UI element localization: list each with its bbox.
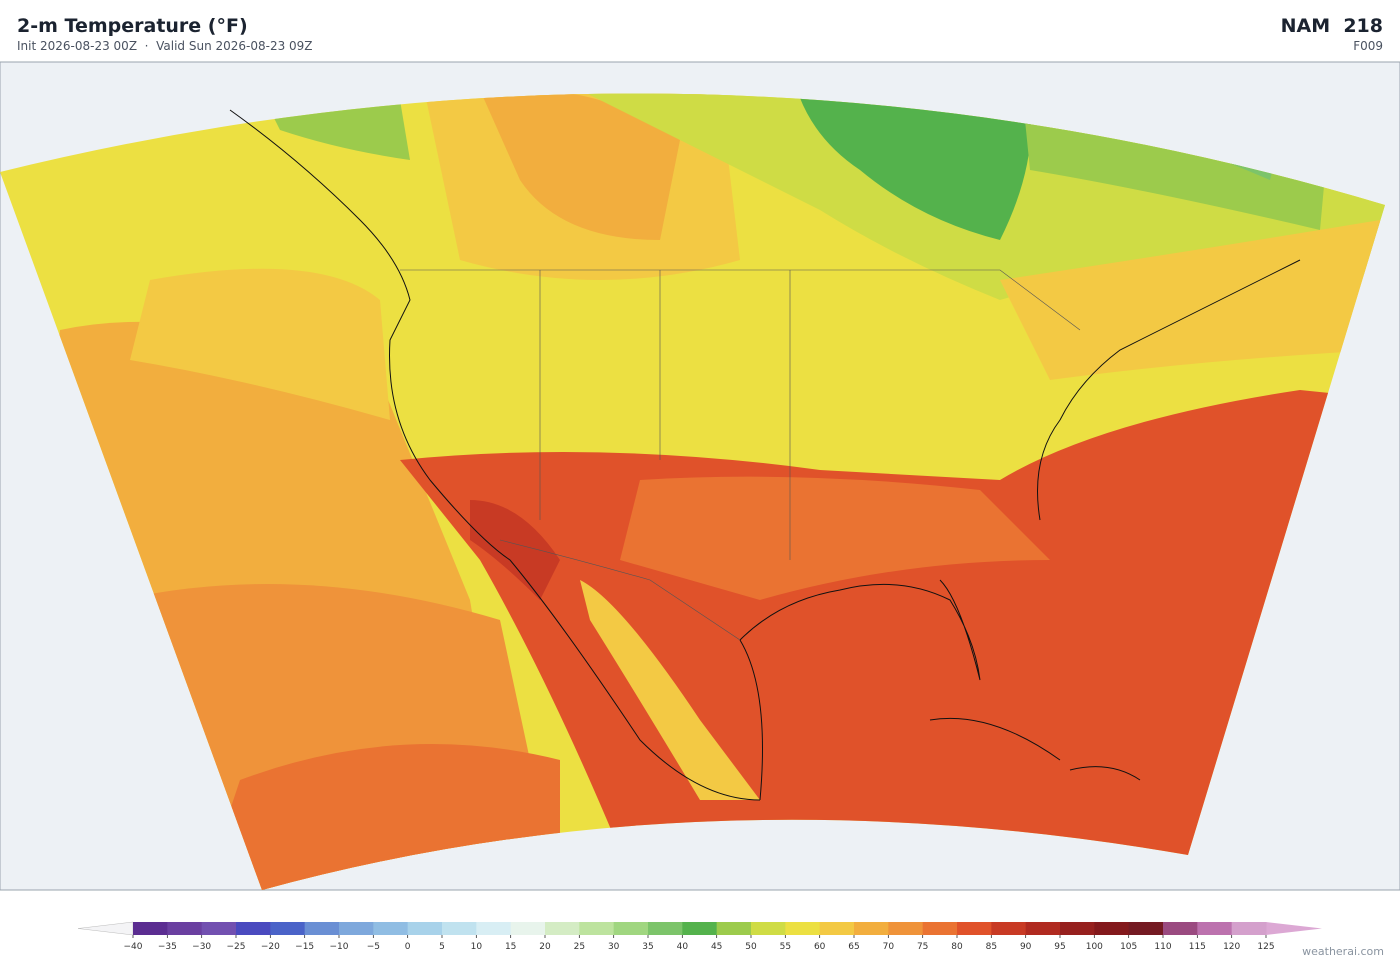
colorbar-tick-label: −40 bbox=[124, 942, 143, 952]
colorbar-tick-label: −30 bbox=[192, 942, 211, 952]
colorbar-tick-label: 55 bbox=[780, 942, 791, 952]
colorbar-segment bbox=[339, 922, 374, 935]
colorbar-segment bbox=[854, 922, 889, 935]
colorbar-tick-label: 60 bbox=[814, 942, 826, 952]
colorbar-segment bbox=[133, 922, 168, 935]
colorbar-segment bbox=[1231, 922, 1267, 935]
title: 2-m Temperature (°F) bbox=[17, 15, 248, 37]
colorbar-segment bbox=[510, 922, 546, 935]
colorbar-segment bbox=[819, 922, 855, 935]
colorbar-under bbox=[77, 921, 134, 936]
colorbar-segment bbox=[545, 922, 580, 935]
colorbar-tick-label: 70 bbox=[883, 942, 895, 952]
colorbar-segment bbox=[270, 922, 306, 935]
colorbar-tick-label: −10 bbox=[330, 942, 349, 952]
colorbar-tick-label: −25 bbox=[227, 942, 246, 952]
colorbar-segment bbox=[1025, 922, 1061, 935]
colorbar-tick-label: −15 bbox=[295, 942, 314, 952]
colorbar-segment bbox=[304, 922, 340, 935]
colorbar-tick-label: 40 bbox=[677, 942, 689, 952]
colorbar-segment bbox=[716, 922, 752, 935]
colorbar-tick-label: 80 bbox=[951, 942, 963, 952]
coastlines bbox=[229, 109, 1301, 801]
colorbar-tick-label: 50 bbox=[745, 942, 757, 952]
borders bbox=[400, 269, 1081, 641]
colorbar-tick-label: 95 bbox=[1054, 942, 1065, 952]
colorbar-tick-label: 25 bbox=[574, 942, 585, 952]
colorbar-tick-label: −20 bbox=[261, 942, 280, 952]
colorbar-segment bbox=[682, 922, 718, 935]
colorbar-tick-label: 75 bbox=[917, 942, 928, 952]
colorbar-over bbox=[1266, 922, 1322, 935]
colorbar-segment bbox=[751, 922, 786, 935]
colorbar-segment bbox=[648, 922, 683, 935]
colorbar-segment bbox=[785, 922, 821, 935]
colorbar-segment bbox=[1094, 922, 1130, 935]
colorbar-tick-label: 100 bbox=[1086, 942, 1103, 952]
colorbar-segment bbox=[476, 922, 512, 935]
colorbar-segment bbox=[201, 922, 237, 935]
colorbar-tick-label: 125 bbox=[1257, 942, 1274, 952]
colorbar-segment bbox=[236, 922, 271, 935]
colorbar-segment bbox=[579, 922, 615, 935]
colorbar-segment bbox=[373, 922, 409, 935]
colorbar-tick-label: 5 bbox=[439, 942, 445, 952]
colorbar-segment bbox=[1128, 922, 1164, 935]
colorbar-tick-label: 0 bbox=[405, 942, 411, 952]
credit: weatherai.com bbox=[1302, 945, 1384, 958]
colorbar-tick-label: 90 bbox=[1020, 942, 1032, 952]
colorbar-tick-label: 65 bbox=[848, 942, 859, 952]
colorbar-segment bbox=[991, 922, 1027, 935]
temperature-field bbox=[0, 93, 1385, 891]
colorbar-tick-label: 110 bbox=[1154, 942, 1171, 952]
colorbar-tick-label: 35 bbox=[642, 942, 653, 952]
colorbar-segment bbox=[888, 922, 924, 935]
colorbar-tick-label: 10 bbox=[471, 942, 483, 952]
colorbar-tick-label: 105 bbox=[1120, 942, 1137, 952]
forecast-hour: F009 bbox=[1353, 39, 1383, 53]
colorbar-segment bbox=[613, 922, 649, 935]
colorbar-segment bbox=[957, 922, 992, 935]
colorbar-tick-label: 85 bbox=[986, 942, 997, 952]
colorbar-segment bbox=[1060, 922, 1095, 935]
colorbar-tick-label: −35 bbox=[158, 942, 177, 952]
colorbar-tick-label: 15 bbox=[505, 942, 516, 952]
colorbar-segment bbox=[407, 922, 443, 935]
colorbar-tick-label: −5 bbox=[367, 942, 380, 952]
subtitle: Init 2026-08-23 00Z · Valid Sun 2026-08-… bbox=[17, 39, 313, 53]
colorbar-segment bbox=[1163, 922, 1198, 935]
colorbar-segment bbox=[1197, 922, 1233, 935]
colorbar-tick-label: 20 bbox=[539, 942, 551, 952]
colorbar-segment bbox=[922, 922, 958, 935]
colorbar-segment bbox=[442, 922, 477, 935]
colorbar-tick-label: 30 bbox=[608, 942, 620, 952]
model-name: NAM 218 bbox=[1280, 15, 1383, 37]
colorbar-tick-label: 120 bbox=[1223, 942, 1240, 952]
colorbar-tick-label: 45 bbox=[711, 942, 722, 952]
colorbar-segment bbox=[167, 922, 203, 935]
colorbar-tick-label: 115 bbox=[1189, 942, 1206, 952]
